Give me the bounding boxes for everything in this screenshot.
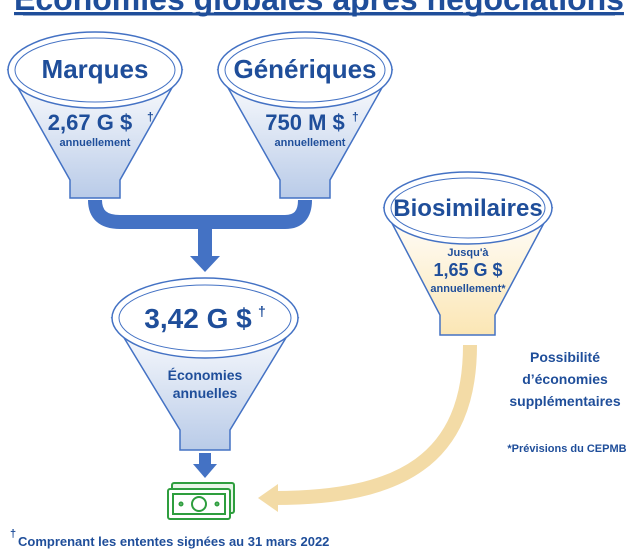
amount: 2,67 G $ bbox=[48, 110, 132, 135]
mark: † bbox=[352, 110, 359, 124]
arrow-head bbox=[193, 464, 217, 478]
funnel-top bbox=[7, 31, 183, 109]
note: Économies bbox=[168, 367, 243, 383]
potential: Possibilité bbox=[530, 349, 600, 365]
arrow-head bbox=[258, 484, 278, 512]
arrow-head bbox=[190, 256, 220, 272]
forecast-note: *Prévisions du CEPMB bbox=[507, 443, 626, 455]
connector bbox=[88, 199, 312, 229]
mark: † bbox=[258, 303, 266, 319]
label: Génériques bbox=[233, 54, 376, 84]
amount: 3,42 G $ bbox=[144, 303, 252, 334]
amount: 750 M $ bbox=[265, 110, 345, 135]
note: annuellement bbox=[60, 137, 131, 149]
funnel-rim bbox=[390, 177, 546, 239]
funnel-rim bbox=[118, 284, 292, 352]
funnel-rim bbox=[14, 37, 176, 103]
potential: supplémentaires bbox=[509, 393, 620, 409]
footnote-mark: † bbox=[10, 528, 16, 540]
funnel-top bbox=[383, 171, 553, 245]
money-icon bbox=[167, 482, 235, 520]
funnel-top bbox=[111, 277, 299, 359]
note: annuellement bbox=[275, 137, 346, 149]
prefix: Jusqu'à bbox=[447, 247, 489, 259]
funnel-rim bbox=[224, 37, 386, 103]
note: annuellement* bbox=[430, 283, 506, 295]
note: annuelles bbox=[173, 385, 238, 401]
mark: † bbox=[147, 110, 154, 124]
amount: 1,65 G $ bbox=[433, 260, 502, 280]
label: Marques bbox=[42, 54, 149, 84]
label: Biosimilaires bbox=[393, 195, 542, 222]
footnote: Comprenant les ententes signées au 31 ma… bbox=[18, 534, 329, 549]
potential: d’économies bbox=[522, 371, 608, 387]
curved-arrow bbox=[274, 344, 477, 505]
funnel-top bbox=[217, 31, 393, 109]
